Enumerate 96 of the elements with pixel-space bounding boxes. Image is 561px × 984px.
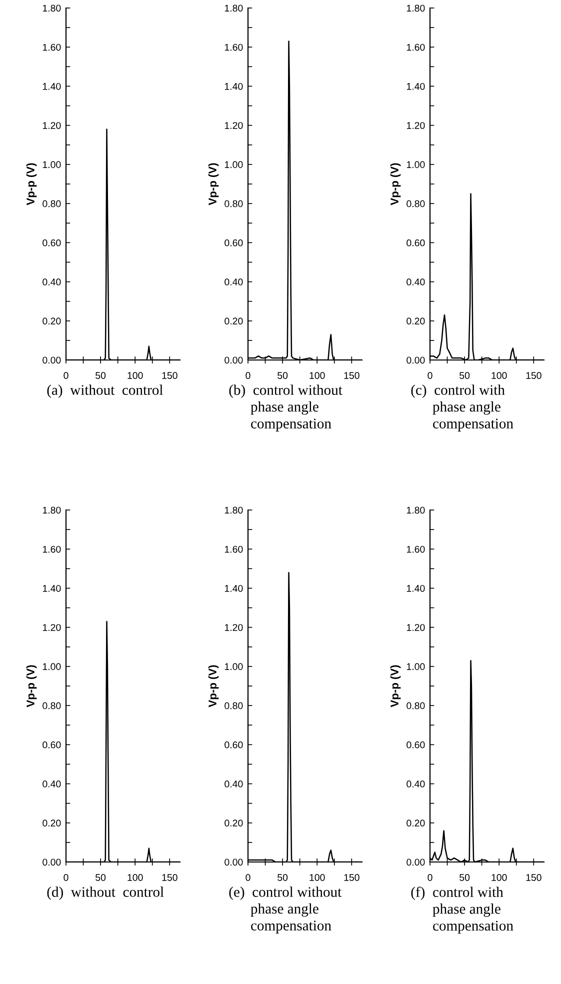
y-tick-label: 0.00 (406, 356, 425, 364)
x-tick-label: 0 (428, 874, 432, 881)
x-tick-label: 50 (96, 372, 106, 379)
x-tick-label: 150 (526, 874, 542, 881)
y-tick-label: 0.20 (224, 820, 243, 827)
x-tick-label: 50 (278, 372, 288, 379)
y-tick-label: 0.00 (42, 858, 61, 866)
x-tick-label: 150 (526, 372, 542, 379)
x-tick-label: 0 (428, 372, 432, 379)
y-tick-label: 1.40 (224, 82, 243, 90)
y-tick-label: 1.80 (224, 4, 243, 12)
x-tick-label: 100 (492, 874, 507, 881)
x-tick-label: 150 (162, 372, 178, 379)
y-tick-label: 0.80 (224, 702, 243, 710)
y-tick-label: 0.40 (224, 780, 243, 788)
y-tick-label: 1.00 (224, 161, 243, 168)
y-tick-label: 1.60 (406, 546, 425, 553)
y-tick-label: 0.40 (224, 278, 243, 286)
y-tick-label: 0.80 (42, 702, 61, 710)
x-tick-label: 150 (344, 372, 360, 379)
y-axis-title: Vp-p (V) (26, 163, 37, 206)
x-tick-label: 0 (246, 874, 250, 881)
y-tick-label: 1.20 (406, 624, 425, 631)
x-axis-title: (a) without control (47, 384, 163, 398)
y-tick-label: 1.40 (406, 584, 425, 592)
y-tick-label: 0.60 (224, 239, 243, 246)
y-tick-label: 0.20 (42, 318, 61, 325)
y-tick-label: 0.60 (42, 239, 61, 246)
y-tick-label: 0.20 (224, 318, 243, 325)
y-tick-label: 0.00 (42, 356, 61, 364)
x-tick-label: 50 (278, 874, 288, 881)
y-tick-label: 0.20 (42, 820, 61, 827)
y-tick-label: 0.20 (406, 820, 425, 827)
y-tick-label: 0.40 (406, 780, 425, 788)
x-tick-label: 0 (64, 372, 68, 379)
y-tick-label: 1.80 (42, 506, 61, 514)
y-axis-title: Vp-p (V) (390, 665, 401, 708)
x-axis-title: (e) control without phase angle compensation (229, 886, 342, 934)
y-tick-label: 1.00 (224, 663, 243, 670)
y-tick-label: 1.80 (406, 4, 425, 12)
y-tick-label: 1.60 (406, 44, 425, 51)
y-tick-label: 1.60 (224, 546, 243, 553)
x-tick-label: 50 (460, 372, 470, 379)
y-tick-label: 1.00 (406, 161, 425, 168)
y-tick-label: 0.00 (406, 858, 425, 866)
y-tick-label: 0.40 (42, 278, 61, 286)
y-tick-label: 1.80 (224, 506, 243, 514)
y-axis-title: Vp-p (V) (208, 163, 219, 206)
y-tick-label: 0.40 (42, 780, 61, 788)
y-tick-label: 0.60 (224, 741, 243, 748)
y-tick-label: 0.60 (406, 239, 425, 246)
y-tick-label: 0.80 (406, 200, 425, 208)
x-axis-title: (d) without control (47, 886, 164, 900)
y-tick-label: 1.20 (224, 122, 243, 129)
y-tick-label: 0.20 (406, 318, 425, 325)
y-tick-label: 0.00 (224, 356, 243, 364)
x-tick-label: 0 (246, 372, 250, 379)
y-tick-label: 1.40 (406, 82, 425, 90)
x-axis-title: (b) control without phase angle compensation (229, 384, 342, 432)
y-tick-label: 0.80 (406, 702, 425, 710)
x-tick-label: 0 (64, 874, 68, 881)
y-tick-label: 0.80 (224, 200, 243, 208)
x-tick-label: 50 (460, 874, 470, 881)
x-tick-label: 100 (310, 874, 325, 881)
y-tick-label: 1.00 (42, 663, 61, 670)
x-tick-label: 100 (310, 372, 325, 379)
y-tick-label: 1.40 (224, 584, 243, 592)
y-tick-label: 1.60 (42, 44, 61, 51)
y-axis-title: Vp-p (V) (390, 163, 401, 206)
y-tick-label: 0.00 (224, 858, 243, 866)
y-axis-title: Vp-p (V) (208, 665, 219, 708)
x-tick-label: 150 (162, 874, 178, 881)
y-tick-label: 1.00 (406, 663, 425, 670)
x-tick-label: 150 (344, 874, 360, 881)
y-tick-label: 1.20 (42, 122, 61, 129)
y-tick-label: 1.00 (42, 161, 61, 168)
x-axis-title: (c) control with phase angle compensation (411, 384, 514, 432)
y-tick-label: 0.60 (42, 741, 61, 748)
y-tick-label: 1.20 (42, 624, 61, 631)
y-tick-label: 1.40 (42, 82, 61, 90)
y-tick-label: 0.80 (42, 200, 61, 208)
x-tick-label: 100 (128, 372, 143, 379)
x-axis-title: (f) control with phase angle compensation (411, 886, 514, 934)
x-tick-label: 50 (96, 874, 106, 881)
y-tick-label: 1.40 (42, 584, 61, 592)
y-tick-label: 1.60 (224, 44, 243, 51)
y-tick-label: 1.60 (42, 546, 61, 553)
x-tick-label: 100 (128, 874, 143, 881)
y-axis-title: Vp-p (V) (26, 665, 37, 708)
y-tick-label: 1.80 (42, 4, 61, 12)
x-tick-label: 100 (492, 372, 507, 379)
y-tick-label: 1.20 (406, 122, 425, 129)
y-tick-label: 1.80 (406, 506, 425, 514)
y-tick-label: 0.40 (406, 278, 425, 286)
y-tick-label: 0.60 (406, 741, 425, 748)
y-tick-label: 1.20 (224, 624, 243, 631)
